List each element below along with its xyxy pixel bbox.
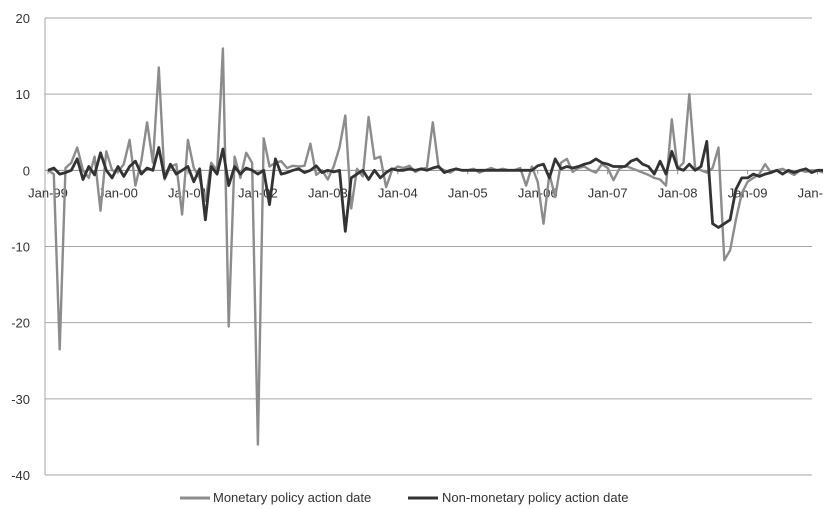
grid-lines <box>44 17 812 476</box>
x-tick-label: Jan-03 <box>308 185 348 200</box>
y-tick-label: -40 <box>11 468 30 483</box>
x-tick-label: Jan-10 <box>798 185 823 200</box>
x-tick-label: Jan-00 <box>98 185 138 200</box>
y-tick-label: -10 <box>11 240 30 255</box>
x-tick-label: Jan-99 <box>28 185 68 200</box>
legend-label: Monetary policy action date <box>213 490 371 505</box>
x-tick-label: Jan-09 <box>728 185 768 200</box>
x-axis-tick-labels: Jan-99 Jan-00 Jan-01 Jan-02 Jan-03 Jan-04 Jan-… <box>28 185 823 200</box>
series-lines <box>47 47 823 446</box>
x-tick-label: Jan-07 <box>588 185 628 200</box>
y-axis-tick-labels: -40 -30 -20 -10 0 10 20 <box>11 11 30 483</box>
x-tick-label: Jan-05 <box>448 185 488 200</box>
y-tick-label: 10 <box>16 87 30 102</box>
y-tick-label: -20 <box>11 316 30 331</box>
y-tick-label: 20 <box>16 11 30 26</box>
y-tick-label: -30 <box>11 392 30 407</box>
x-tick-label: Jan-08 <box>658 185 698 200</box>
x-tick-label: Jan-04 <box>378 185 418 200</box>
series-line-non-monetary <box>47 139 823 233</box>
y-tick-label: 0 <box>23 163 30 178</box>
legend-label: Non-monetary policy action date <box>442 490 628 505</box>
legend: Monetary policy action date Non-monetary … <box>180 490 628 505</box>
